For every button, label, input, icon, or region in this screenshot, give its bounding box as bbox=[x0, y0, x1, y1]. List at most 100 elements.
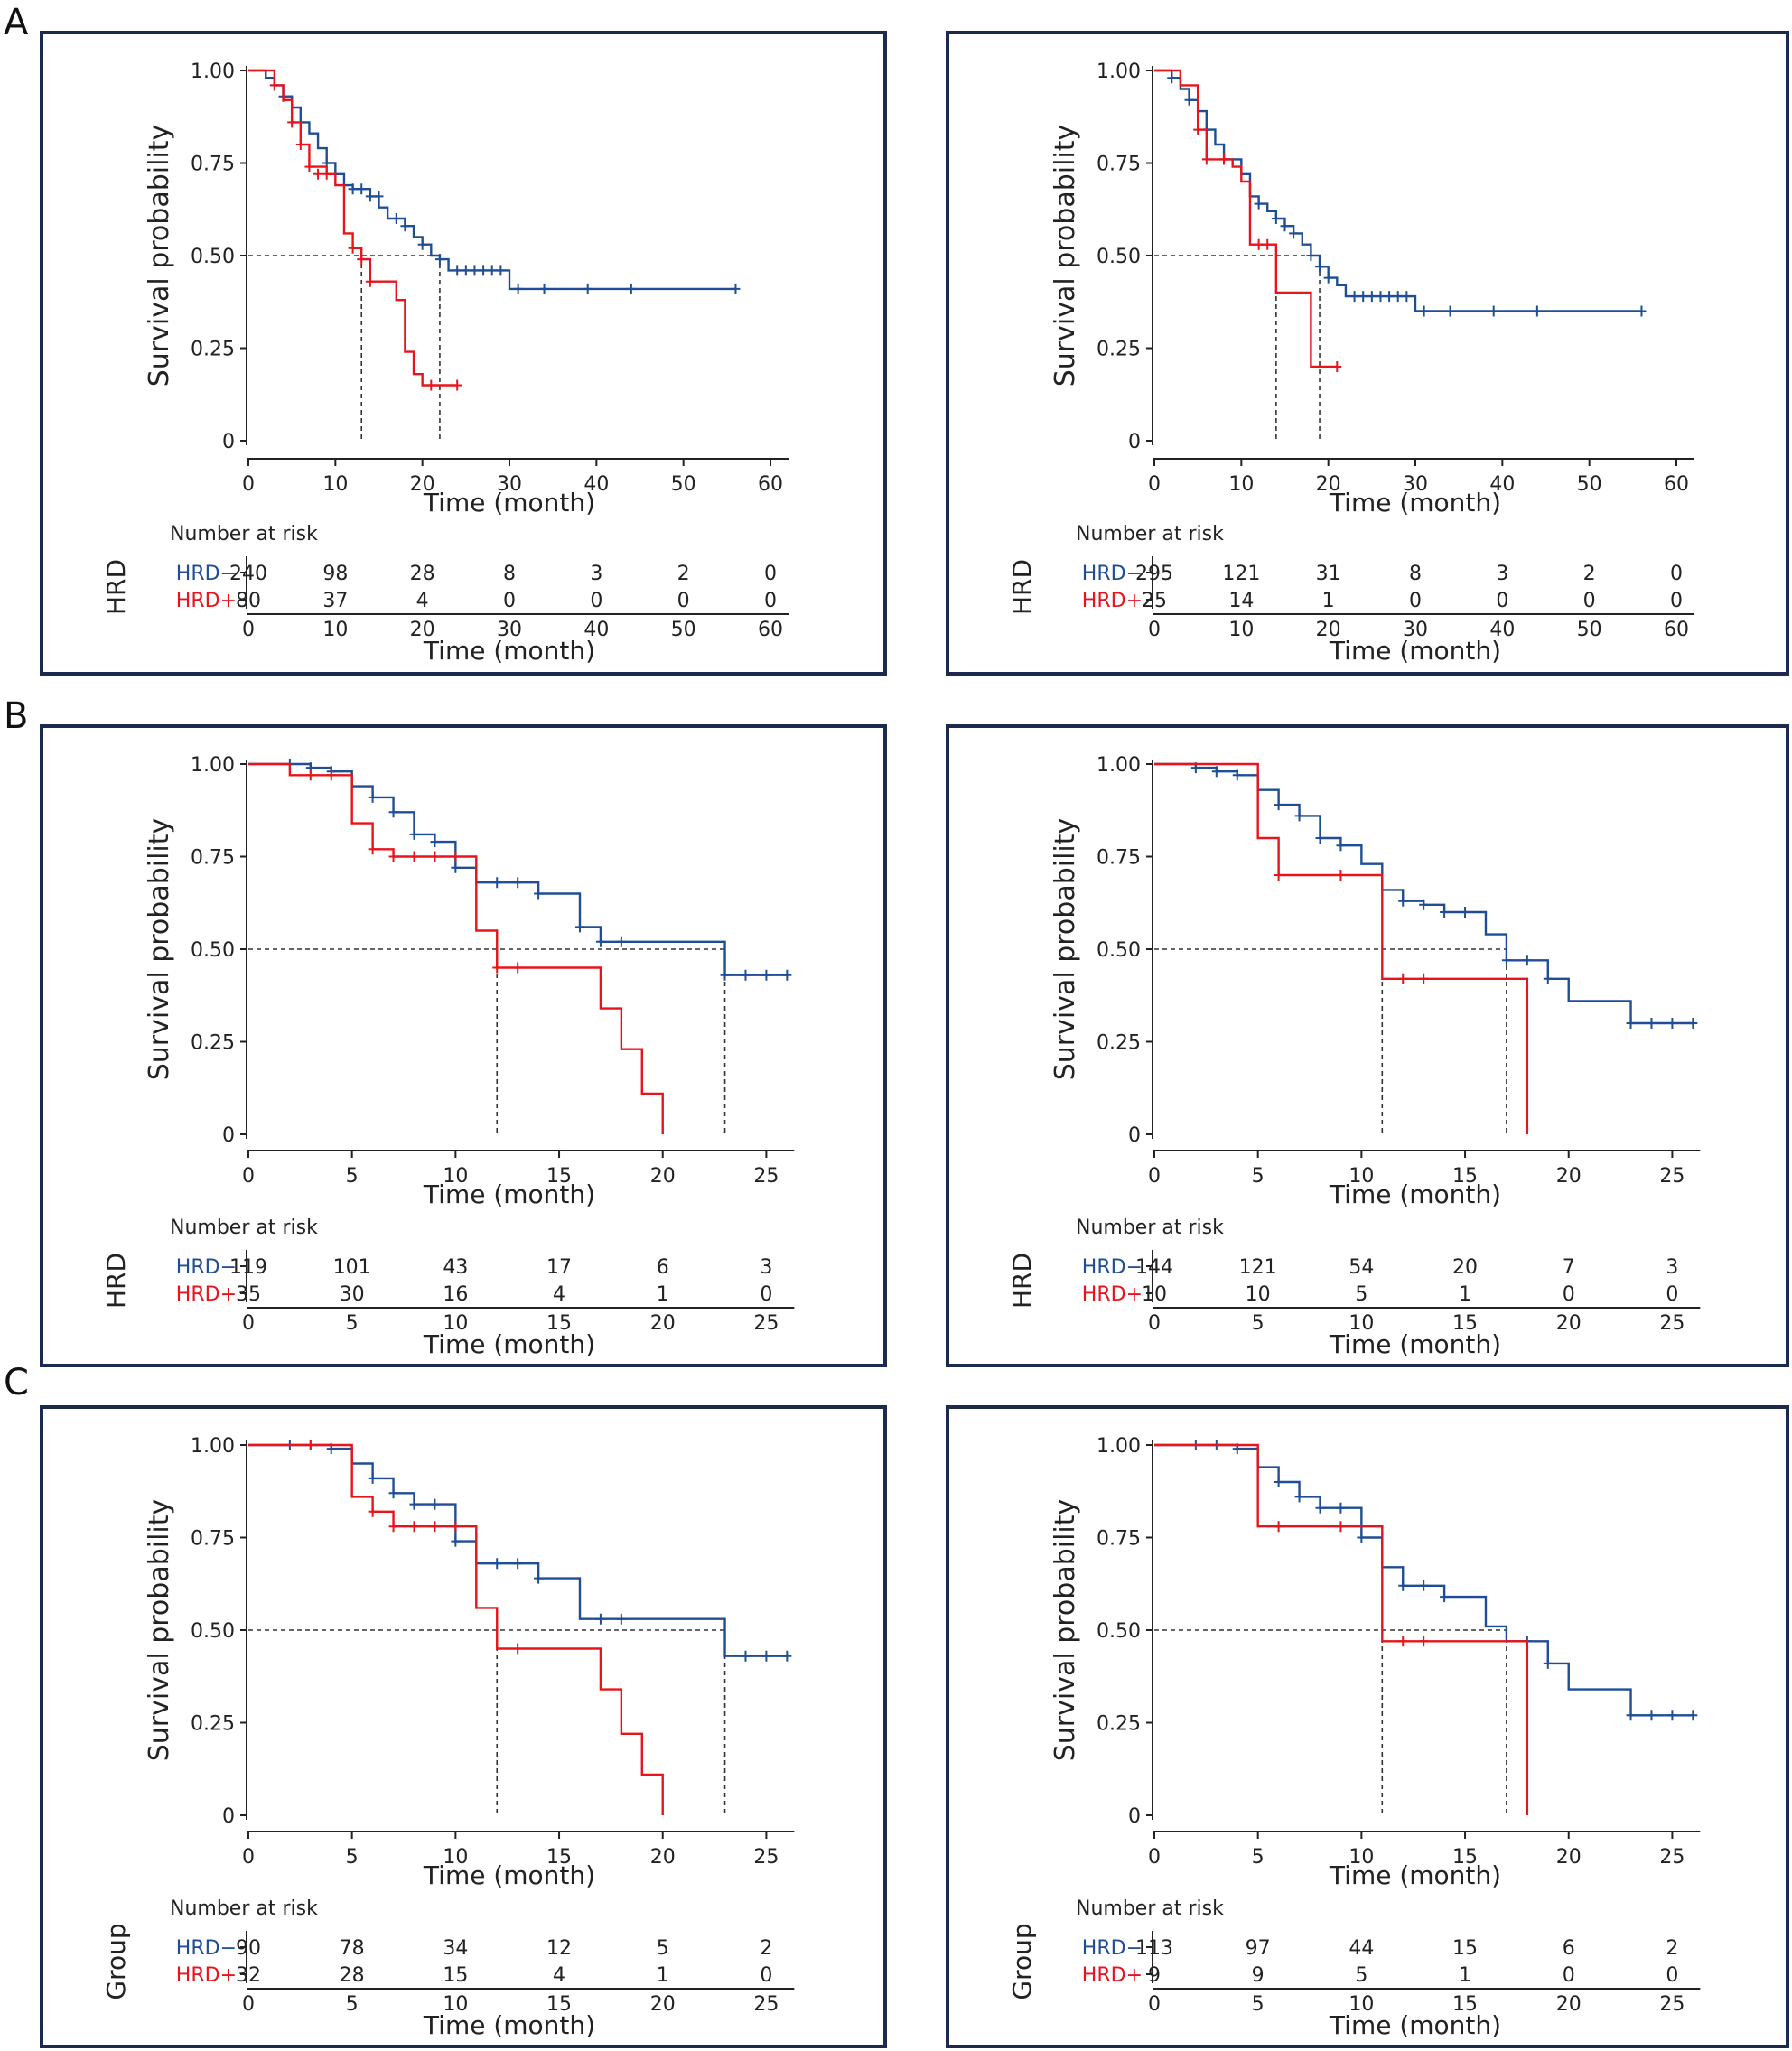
censor-mark bbox=[1398, 895, 1408, 907]
hrd-negative-curve bbox=[1154, 1443, 1694, 1717]
plot-area: 0 0.25 0.50 0.75 1.00 Survival probability 0 10… bbox=[101, 61, 789, 666]
x-axis-title: Time (month) bbox=[423, 1860, 595, 1890]
risk-count: 31 bbox=[1316, 563, 1341, 585]
risk-count: 12 bbox=[546, 1937, 572, 1960]
censor-mark bbox=[470, 265, 480, 276]
risk-count: 30 bbox=[340, 1283, 365, 1306]
risk-x-tick-label: 60 bbox=[758, 619, 783, 641]
censor-mark bbox=[1336, 870, 1346, 881]
km-panel-b-left: 0 0.25 0.50 0.75 1.00 Survival probability 0 5 1… bbox=[40, 724, 887, 1367]
censor-mark bbox=[1445, 305, 1455, 317]
y-tick-label: 0.75 bbox=[1097, 847, 1141, 870]
x-tick-label: 0 bbox=[242, 1846, 255, 1869]
risk-x-tick-label: 40 bbox=[583, 619, 609, 641]
hrd-positive-curve bbox=[248, 762, 664, 1134]
censor-mark bbox=[374, 191, 384, 202]
x-tick-label: 25 bbox=[1659, 1846, 1685, 1869]
risk-x-tick-label: 10 bbox=[1349, 1312, 1374, 1335]
risk-count: 1 bbox=[1322, 590, 1335, 612]
y-axis-title: Survival probability bbox=[144, 818, 175, 1081]
censor-mark bbox=[782, 1650, 792, 1662]
censor-mark bbox=[1376, 291, 1386, 303]
censor-mark bbox=[426, 379, 436, 391]
censor-mark bbox=[616, 936, 626, 947]
x-tick-label: 30 bbox=[1403, 473, 1428, 496]
risk-x-tick-label: 10 bbox=[443, 1993, 468, 2016]
x-tick-label: 40 bbox=[583, 473, 609, 496]
risk-table-y-title: HRD bbox=[1007, 1253, 1037, 1309]
x-tick-label: 15 bbox=[1452, 1846, 1478, 1869]
censor-mark bbox=[1626, 1710, 1636, 1721]
risk-count: 3 bbox=[1666, 1256, 1678, 1279]
risk-x-tick-label: 30 bbox=[497, 619, 522, 641]
km-chart: 0 0.25 0.50 0.75 1.00 Survival probability 0 5 1… bbox=[101, 1435, 795, 2040]
risk-count: 0 bbox=[1409, 590, 1422, 612]
x-tick-label: 0 bbox=[1148, 1846, 1161, 1869]
risk-count: 4 bbox=[553, 1964, 565, 1987]
km-chart: 0 0.25 0.50 0.75 1.00 Survival probability 0 5 1… bbox=[1007, 754, 1701, 1359]
censor-mark bbox=[430, 836, 440, 848]
censor-mark bbox=[513, 1558, 523, 1570]
censor-mark bbox=[1336, 1521, 1346, 1533]
risk-count: 1 bbox=[1459, 1964, 1471, 1987]
y-tick-label: 0.50 bbox=[191, 1620, 235, 1643]
risk-x-tick-label: 25 bbox=[1659, 1312, 1685, 1335]
risk-row-label-hrd-positive: HRD+ bbox=[176, 1964, 237, 1987]
risk-count: 3 bbox=[1496, 563, 1508, 585]
y-tick-label: 0.75 bbox=[1097, 154, 1141, 176]
risk-count: 0 bbox=[764, 590, 777, 612]
censor-mark bbox=[1501, 955, 1511, 966]
y-tick-label: 0.50 bbox=[1097, 246, 1141, 268]
x-tick-label: 20 bbox=[650, 1846, 676, 1869]
x-tick-label: 15 bbox=[546, 1846, 572, 1869]
x-tick-label: 5 bbox=[1252, 1165, 1265, 1188]
risk-count: 2 bbox=[1666, 1937, 1678, 1960]
censor-mark bbox=[461, 265, 471, 276]
censor-mark bbox=[782, 969, 792, 981]
risk-table-x-title: Time (month) bbox=[1329, 2010, 1501, 2040]
censor-mark bbox=[1440, 907, 1450, 918]
risk-x-tick-label: 25 bbox=[1659, 1993, 1685, 2016]
censor-mark bbox=[496, 265, 506, 276]
risk-count: 16 bbox=[443, 1283, 468, 1306]
hrd-negative-curve bbox=[248, 69, 736, 291]
x-tick-label: 50 bbox=[1577, 473, 1602, 496]
censor-mark bbox=[368, 1472, 378, 1484]
risk-count: 0 bbox=[760, 1283, 772, 1306]
x-tick-label: 10 bbox=[443, 1846, 468, 1869]
y-axis-title: Survival probability bbox=[1050, 125, 1081, 387]
x-tick-label: 15 bbox=[1452, 1165, 1478, 1188]
risk-count: 37 bbox=[322, 590, 348, 612]
y-tick-label: 1.00 bbox=[1097, 1435, 1141, 1458]
x-axis-title: Time (month) bbox=[423, 1179, 595, 1209]
censor-mark bbox=[1532, 305, 1542, 317]
risk-count: 28 bbox=[340, 1964, 365, 1987]
risk-count: 0 bbox=[764, 563, 777, 585]
risk-x-tick-label: 40 bbox=[1489, 619, 1515, 641]
censor-mark bbox=[409, 1521, 419, 1533]
risk-x-tick-label: 20 bbox=[1556, 1312, 1582, 1335]
risk-count: 1 bbox=[657, 1964, 669, 1987]
censor-mark bbox=[1385, 291, 1395, 303]
risk-row-label-hrd-positive: HRD+ bbox=[1082, 1283, 1143, 1306]
risk-row-label-hrd-positive: HRD+ bbox=[176, 590, 237, 612]
censor-mark bbox=[1419, 1636, 1429, 1647]
censor-mark bbox=[434, 254, 444, 266]
y-tick-label: 0 bbox=[222, 1124, 235, 1147]
risk-count: 44 bbox=[1349, 1937, 1374, 1960]
y-tick-label: 0 bbox=[1128, 1805, 1141, 1828]
censor-mark bbox=[492, 962, 502, 974]
censor-mark bbox=[1647, 1018, 1657, 1029]
y-tick-label: 1.00 bbox=[191, 754, 235, 777]
y-tick-label: 1.00 bbox=[191, 1435, 235, 1458]
x-tick-label: 10 bbox=[1349, 1846, 1374, 1869]
y-tick-label: 0.75 bbox=[1097, 1528, 1141, 1551]
risk-count: 9 bbox=[1252, 1964, 1265, 1987]
x-tick-label: 25 bbox=[753, 1165, 779, 1188]
censor-mark bbox=[1336, 840, 1346, 852]
y-tick-label: 1.00 bbox=[1097, 61, 1141, 83]
risk-count: 98 bbox=[322, 563, 348, 585]
censor-mark bbox=[616, 1613, 626, 1625]
y-tick-label: 0 bbox=[222, 431, 235, 453]
risk-count: 9 bbox=[1148, 1964, 1161, 1987]
